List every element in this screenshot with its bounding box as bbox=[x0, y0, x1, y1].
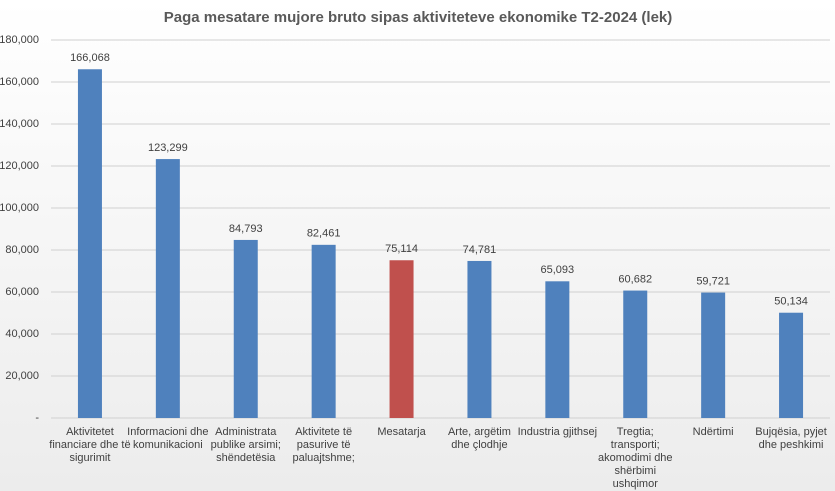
value-label: 65,093 bbox=[541, 264, 575, 276]
bar bbox=[155, 159, 180, 419]
x-tick-label: Ndërtimi bbox=[692, 426, 734, 438]
x-tick-label: Aktivitetet financiare dhe të sigurimit bbox=[49, 426, 131, 464]
bar bbox=[233, 239, 258, 418]
x-tick-label: Informacioni dhe komunikacioni bbox=[127, 426, 209, 451]
value-label: 75,114 bbox=[385, 243, 418, 255]
y-tick-label: 160,000 bbox=[0, 76, 39, 88]
x-tick-label: Tregtia; transporti; akomodimi dhe shërb… bbox=[597, 426, 673, 490]
x-tick-label: Administrata publike arsimi; shëndetësia bbox=[210, 426, 281, 464]
value-label: 123,299 bbox=[148, 142, 188, 154]
x-tick-label: Industria gjithsej bbox=[517, 426, 598, 438]
bar bbox=[779, 312, 804, 418]
bar bbox=[467, 260, 492, 418]
y-tick-label: 100,000 bbox=[0, 202, 39, 214]
y-tick-label: 120,000 bbox=[0, 160, 39, 172]
x-tick-label: Mesatarja bbox=[377, 426, 426, 438]
y-tick-label: 60,000 bbox=[5, 286, 39, 298]
value-label: 50,134 bbox=[774, 296, 808, 308]
value-label: 166,068 bbox=[70, 52, 110, 64]
x-tick-label: Aktivitete të pasurive të paluajtshme; bbox=[292, 426, 355, 464]
bar bbox=[701, 292, 726, 418]
bar bbox=[623, 290, 648, 418]
bar bbox=[311, 244, 336, 418]
value-label: 59,721 bbox=[696, 275, 730, 287]
y-tick-label: 140,000 bbox=[0, 118, 39, 130]
y-tick-label: 20,000 bbox=[5, 370, 39, 382]
value-label: 84,793 bbox=[229, 223, 263, 235]
bar bbox=[545, 281, 570, 418]
value-label: 74,781 bbox=[463, 244, 497, 256]
x-tick-label: Bujqësia, pyjet dhe peshkimi bbox=[755, 426, 827, 451]
x-tick-label: Arte, argëtim dhe çlodhje bbox=[447, 426, 511, 451]
y-tick-label: 180,000 bbox=[0, 34, 39, 46]
value-label: 60,682 bbox=[618, 273, 652, 285]
bar bbox=[77, 69, 102, 418]
chart-title: Paga mesatare mujore bruto sipas aktivit… bbox=[164, 9, 673, 26]
y-tick-label: 40,000 bbox=[5, 328, 39, 340]
bar bbox=[389, 260, 414, 418]
y-tick-label: 80,000 bbox=[5, 244, 39, 256]
value-label: 82,461 bbox=[307, 228, 341, 240]
y-tick-label: - bbox=[35, 412, 39, 424]
